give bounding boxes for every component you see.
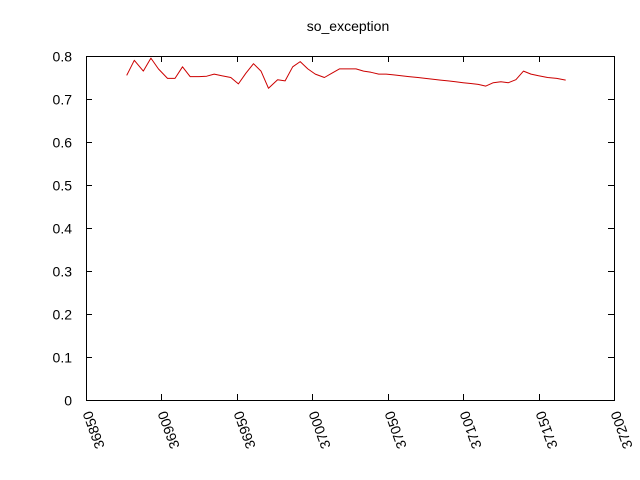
y-tick-label: 0.8: [53, 49, 73, 65]
y-tick-label: 0.5: [53, 178, 73, 194]
y-tick-label: 0.6: [53, 135, 73, 151]
y-tick-label: 0.4: [53, 221, 73, 237]
y-axis: 0 0.1 0.2 0.3 0.4 0.5 0.6 0.7 0.8: [53, 49, 614, 409]
y-tick-label: 0.1: [53, 350, 73, 366]
series-line: [126, 57, 566, 89]
x-axis: 36850 36900 36950 37000 37050 37100 37150 37200: [79, 56, 636, 451]
x-tick-label: 36850: [79, 409, 107, 451]
y-tick-label: 0.7: [53, 92, 73, 108]
x-tick-label: 37000: [305, 409, 333, 451]
plot-frame: [86, 56, 615, 401]
x-tick-label: 37050: [381, 409, 409, 451]
y-tick-label: 0.2: [53, 307, 73, 323]
chart-title: so_exception: [307, 18, 390, 34]
y-tick-label: 0: [64, 393, 72, 409]
y-tick-label: 0.3: [53, 264, 73, 280]
x-tick-label: 37200: [607, 409, 635, 451]
series-layer: [126, 57, 566, 89]
x-tick-label: 36950: [230, 409, 258, 451]
x-tick-label: 36900: [154, 409, 182, 451]
x-tick-label: 37100: [456, 409, 484, 451]
x-tick-label: 37150: [532, 409, 560, 451]
